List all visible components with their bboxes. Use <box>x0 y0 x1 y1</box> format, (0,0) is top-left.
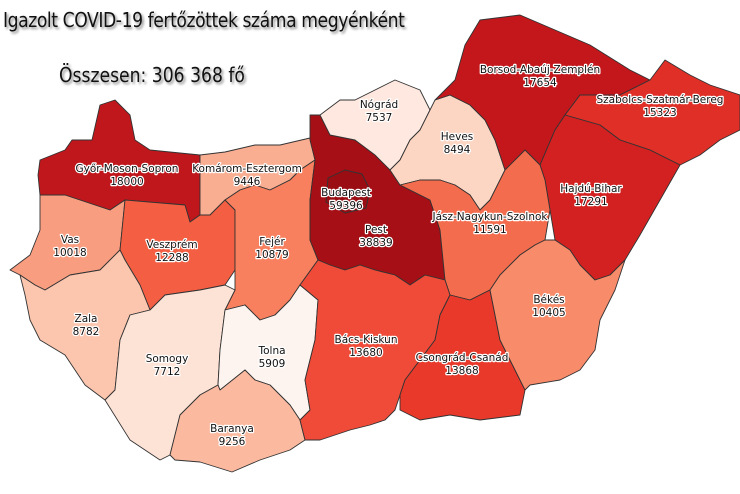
county-name: Komárom-Esztergom <box>192 163 302 175</box>
county-name: Veszprém <box>146 239 197 251</box>
county-name: Borsod-Abaúj-Zemplén <box>480 64 600 76</box>
county-bekes <box>489 239 626 391</box>
county-budapest <box>325 169 371 214</box>
county-value: 12288 <box>155 252 188 264</box>
county-value: 17654 <box>523 77 557 89</box>
county-name: Somogy <box>146 353 189 365</box>
county-value: 59396 <box>329 200 363 212</box>
county-name: Csongrád-Csanád <box>416 352 509 364</box>
county-name: Győr-Moson-Sopron <box>76 163 179 175</box>
county-value: 13680 <box>349 347 382 359</box>
county-value: 10405 <box>532 307 565 319</box>
county-name: Szabolcs-Szatmár-Bereg <box>597 94 724 106</box>
county-name: Zala <box>75 313 98 325</box>
total-count: Összesen: 306 368 fő <box>59 63 245 87</box>
county-name: Hajdú-Bihar <box>560 183 622 195</box>
county-name: Pest <box>365 224 387 236</box>
county-value: 11591 <box>473 224 506 236</box>
county-name: Budapest <box>321 187 371 199</box>
county-value: 10879 <box>255 249 288 261</box>
county-value: 18000 <box>110 176 143 188</box>
county-value: 38839 <box>359 237 392 249</box>
county-name: Bács-Kiskun <box>334 334 397 346</box>
county-name: Nógrád <box>360 99 398 111</box>
county-name: Baranya <box>210 423 254 435</box>
county-value: 5909 <box>259 358 286 370</box>
county-name: Fejér <box>259 236 285 248</box>
county-value: 8494 <box>444 144 471 156</box>
county-name: Jász-Nagykun-Szolnok <box>431 211 548 223</box>
county-name: Tolna <box>257 345 285 357</box>
county-value: 10018 <box>53 247 86 259</box>
county-value: 8782 <box>73 326 100 338</box>
county-name: Békés <box>533 294 564 306</box>
county-name: Heves <box>441 131 474 143</box>
county-value: 9446 <box>234 176 261 188</box>
county-value: 13868 <box>445 365 478 377</box>
county-value: 9256 <box>219 436 246 448</box>
county-value: 7712 <box>154 366 181 378</box>
county-value: 15323 <box>643 107 676 119</box>
county-value: 7537 <box>366 112 393 124</box>
map-title: Igazolt COVID-19 fertőzöttek száma megyé… <box>3 8 405 32</box>
county-name: Vas <box>61 234 79 246</box>
county-value: 17291 <box>574 196 607 208</box>
